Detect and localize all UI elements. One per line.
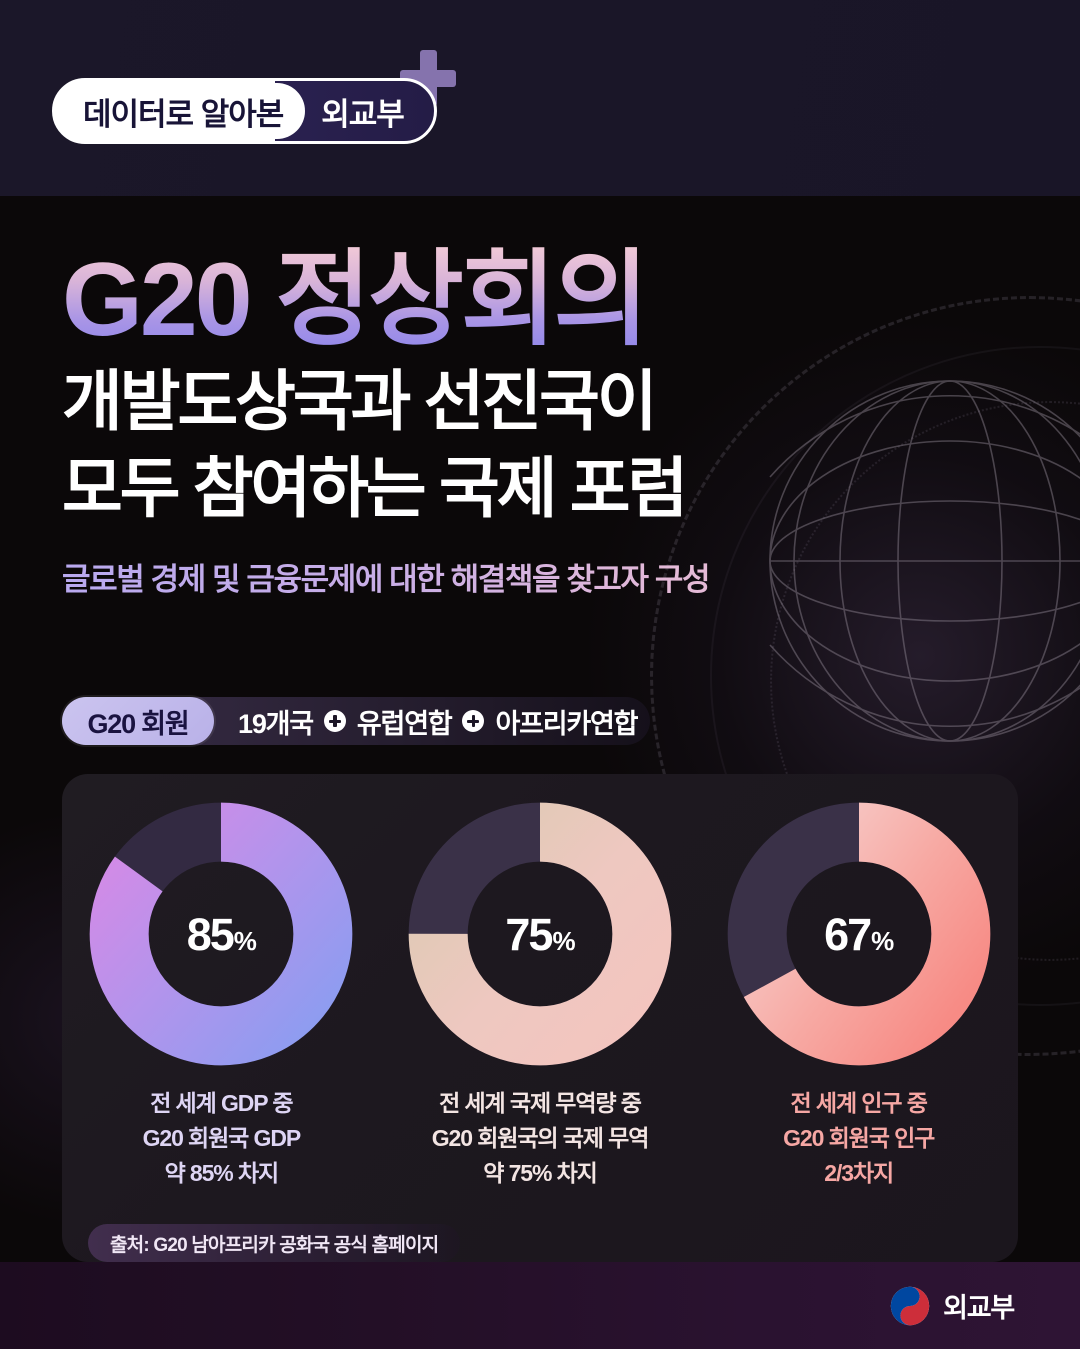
hero-section: G20 정상회의 개발도상국과 선진국이 모두 참여하는 국제 포럼 글로벌 경…	[62, 245, 922, 599]
taeguk-logo-icon	[890, 1286, 930, 1326]
hero-description: 글로벌 경제 및 금융문제에 대한 해결책을 찾고자 구성	[62, 554, 922, 599]
member-composition: 19개국 유럽연합 아프리카연합	[238, 702, 639, 741]
donut-graphic: 85%	[87, 800, 355, 1068]
member-summary-row: G20 회원 19개국 유럽연합 아프리카연합	[62, 697, 650, 745]
donut-chart-gdp: 85% 전 세계 GDP 중 G20 회원국 GDP 약 85% 차지	[62, 774, 381, 1262]
g20-member-badge: G20 회원	[62, 697, 214, 745]
footer-org-name: 외교부	[943, 1293, 1015, 1323]
brand-left-label: 데이터로 알아본	[59, 83, 306, 139]
subtitle-line-2: 모두 참여하는 국제 포럼	[62, 450, 688, 525]
donut-chart-group: 85% 전 세계 GDP 중 G20 회원국 GDP 약 85% 차지	[62, 774, 1018, 1262]
brand-right-label: 외교부	[321, 96, 405, 132]
donut-graphic: 67%	[725, 800, 993, 1068]
brand-pill: 데이터로 알아본 외교부	[52, 78, 437, 144]
page-title: G20 정상회의	[62, 245, 922, 355]
caption-line-1: 전 세계 인구 중	[790, 1090, 928, 1116]
source-note: 출처: G20 남아프리카 공화국 공식 홈페이지	[88, 1224, 461, 1262]
caption-line-1: 전 세계 GDP 중	[150, 1090, 293, 1116]
donut-caption-population: 전 세계 인구 중 G20 회원국 인구 2/3차지	[783, 1086, 935, 1191]
chart-panel: 85% 전 세계 GDP 중 G20 회원국 GDP 약 85% 차지	[62, 774, 1018, 1262]
caption-line-3: 약 85% 차지	[164, 1159, 280, 1186]
donut-chart-trade: 75% 전 세계 국제 무역량 중 G20 회원국의 국제 무역 약 75% 차…	[381, 774, 700, 1262]
caption-line-3: 약 75% 차지	[483, 1159, 598, 1186]
caption-line-3: 2/3차지	[824, 1159, 894, 1186]
caption-line-2: G20 회원국의 국제 무역	[431, 1124, 650, 1151]
caption-line-2: G20 회원국 GDP	[142, 1124, 302, 1151]
donut-chart-population: 67% 전 세계 인구 중 G20 회원국 인구 2/3차지	[699, 774, 1018, 1262]
member-item-eu: 유럽연합	[356, 708, 453, 739]
header-bar: 데이터로 알아본 외교부	[0, 0, 1080, 196]
subtitle-line-1: 개발도상국과 선진국이	[62, 364, 658, 439]
member-item-countries: 19개국	[238, 708, 314, 739]
caption-line-1: 전 세계 국제 무역량 중	[439, 1090, 642, 1116]
donut-caption-gdp: 전 세계 GDP 중 G20 회원국 GDP 약 85% 차지	[142, 1086, 302, 1191]
donut-graphic: 75%	[406, 800, 674, 1068]
caption-line-2: G20 회원국 인구	[783, 1124, 935, 1151]
plus-circle-icon	[323, 710, 346, 732]
footer-bar: 외교부	[0, 1262, 1080, 1349]
plus-circle-icon	[462, 710, 485, 732]
member-item-au: 아프리카연합	[495, 708, 638, 739]
donut-caption-trade: 전 세계 국제 무역량 중 G20 회원국의 국제 무역 약 75% 차지	[431, 1086, 650, 1191]
